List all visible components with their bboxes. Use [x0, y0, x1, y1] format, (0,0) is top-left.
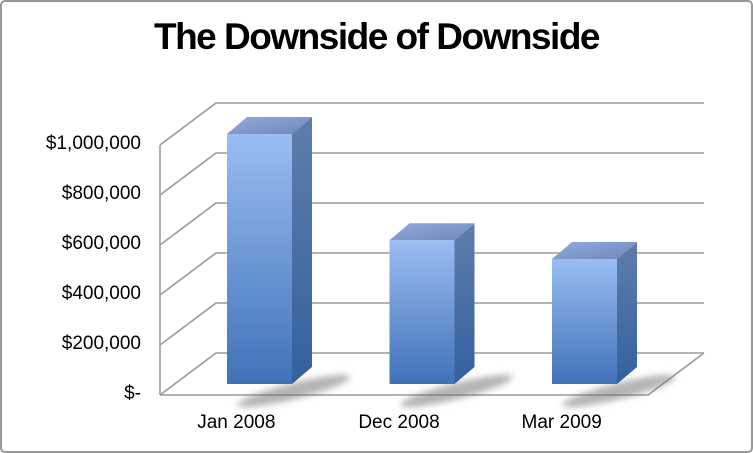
- gridline: [159, 302, 704, 346]
- gridline: [159, 152, 704, 196]
- bar-side-face: [454, 223, 475, 384]
- bar-front-face: [227, 134, 292, 384]
- bar-front-face: [389, 240, 455, 384]
- bar-side-face: [617, 242, 637, 384]
- gridline: [159, 102, 704, 146]
- bar-top-face: [227, 117, 312, 134]
- bar-shadow: [237, 374, 351, 408]
- gridline: [159, 252, 704, 296]
- bar-shadow: [562, 374, 676, 408]
- chart-title: The Downside of Downside: [153, 16, 601, 57]
- bar-top-face: [552, 242, 637, 259]
- bar-side-face: [292, 117, 312, 384]
- bar-shadow: [400, 374, 513, 408]
- gridline: [159, 202, 704, 246]
- gridline: [159, 352, 704, 396]
- bar-front-face: [552, 259, 617, 384]
- bar-top-face: [389, 223, 475, 241]
- floor-edge: [160, 352, 705, 396]
